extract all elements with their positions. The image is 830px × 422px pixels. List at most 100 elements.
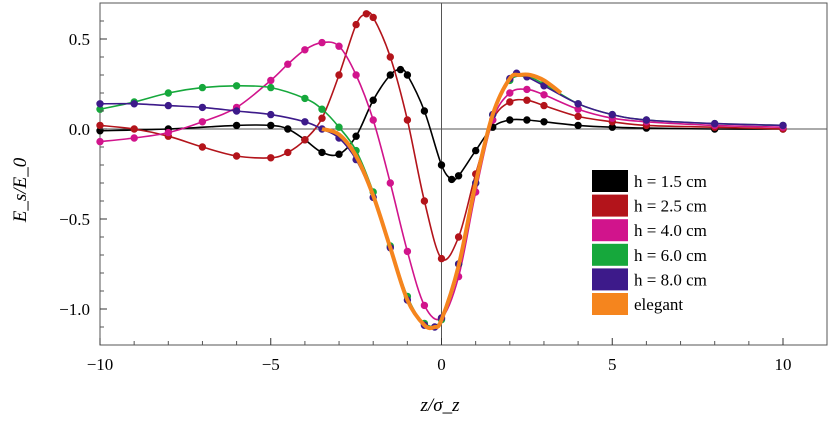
legend-swatch — [592, 170, 628, 192]
y-tick-label: −1.0 — [59, 300, 90, 319]
data-point — [232, 107, 241, 115]
legend: h = 1.5 cm h = 2.5 cm h = 4.0 cm h = 6.0 cm… — [592, 170, 707, 315]
data-point — [301, 46, 309, 54]
x-axis-title: z/σ_z — [420, 395, 461, 416]
plot-frame — [99, 2, 828, 346]
plot-frame-rect — [99, 2, 828, 346]
legend-swatch — [592, 243, 628, 266]
data-point — [523, 116, 531, 124]
data-point — [335, 123, 343, 131]
data-point — [96, 100, 104, 108]
legend-label: elegant — [634, 295, 683, 314]
data-point — [198, 83, 207, 92]
data-point — [386, 71, 394, 79]
y-axis-title: E_s/E_0 — [10, 157, 31, 223]
data-point — [284, 148, 292, 157]
series-6 — [321, 72, 563, 331]
x-tick-label: −5 — [262, 355, 280, 374]
data-point — [335, 71, 343, 79]
data-point — [352, 132, 360, 140]
data-point — [198, 118, 207, 126]
data-point — [318, 148, 326, 157]
data-point — [301, 118, 309, 126]
x-tick-label: 5 — [608, 355, 617, 374]
data-point — [198, 103, 207, 112]
data-point — [352, 71, 360, 79]
zero-axes — [100, 3, 827, 345]
data-point — [396, 65, 405, 74]
legend-label: h = 8.0 cm — [634, 270, 707, 289]
legend-label: h = 2.5 cm — [634, 197, 707, 216]
data-point — [386, 53, 394, 61]
data-point — [779, 121, 787, 130]
data-point — [403, 116, 412, 124]
data-point — [454, 233, 463, 241]
data-point — [420, 301, 429, 310]
y-tick-label: −0.5 — [59, 210, 90, 229]
data-point — [608, 110, 616, 119]
data-point — [403, 247, 412, 256]
data-point — [164, 89, 173, 97]
data-point — [96, 121, 104, 130]
data-point — [403, 71, 412, 79]
y-tick-label: 0.5 — [69, 30, 90, 49]
data-point — [642, 116, 651, 124]
legend-swatch — [592, 293, 628, 315]
data-point — [352, 20, 360, 29]
data-point — [540, 118, 548, 126]
series-line — [99, 41, 784, 321]
series-layer — [96, 10, 787, 331]
data-point — [369, 116, 377, 124]
data-point — [232, 82, 241, 90]
data-point — [437, 254, 446, 263]
data-point — [267, 110, 275, 119]
x-tick-label: −10 — [87, 355, 114, 374]
data-point — [454, 172, 463, 180]
x-tick-label: 0 — [437, 355, 446, 374]
data-point — [574, 100, 582, 108]
data-point — [448, 175, 456, 184]
data-point — [472, 146, 480, 155]
data-point — [540, 101, 548, 110]
x-tick-label: 10 — [775, 355, 792, 374]
legend-label: h = 4.0 cm — [634, 221, 707, 240]
data-point — [523, 85, 531, 94]
data-point — [267, 154, 275, 162]
data-point — [318, 38, 326, 47]
data-point — [540, 91, 548, 99]
data-point — [335, 150, 343, 158]
data-point — [130, 134, 138, 142]
data-point — [164, 128, 173, 137]
data-point — [711, 119, 719, 128]
data-point — [267, 76, 275, 85]
data-point — [506, 89, 514, 97]
data-point — [523, 96, 531, 104]
series-line — [321, 72, 563, 331]
data-point — [506, 98, 514, 106]
data-point — [232, 121, 241, 130]
data-point — [335, 42, 343, 50]
data-point — [301, 94, 309, 103]
data-point — [96, 137, 104, 146]
data-point — [437, 161, 446, 169]
legend-swatch — [592, 219, 628, 242]
data-point — [386, 179, 394, 187]
ticks-layer: −10 −5 0 5 10 −1.0 −0.5 0.0 0.5 — [59, 20, 792, 374]
series-line — [99, 11, 784, 261]
data-point — [362, 10, 371, 18]
data-point — [574, 121, 582, 130]
data-point — [164, 101, 173, 110]
data-point — [232, 152, 241, 160]
legend-swatch — [592, 194, 628, 217]
data-point — [506, 116, 514, 124]
data-point — [420, 197, 429, 205]
data-point — [318, 114, 326, 122]
data-point — [130, 125, 138, 133]
data-point — [301, 136, 309, 144]
data-point — [369, 96, 377, 104]
data-point — [198, 143, 207, 151]
data-point — [130, 100, 138, 108]
legend-label: h = 6.0 cm — [634, 246, 707, 265]
y-tick-label: 0.0 — [69, 120, 90, 139]
legend-swatch — [592, 268, 628, 291]
